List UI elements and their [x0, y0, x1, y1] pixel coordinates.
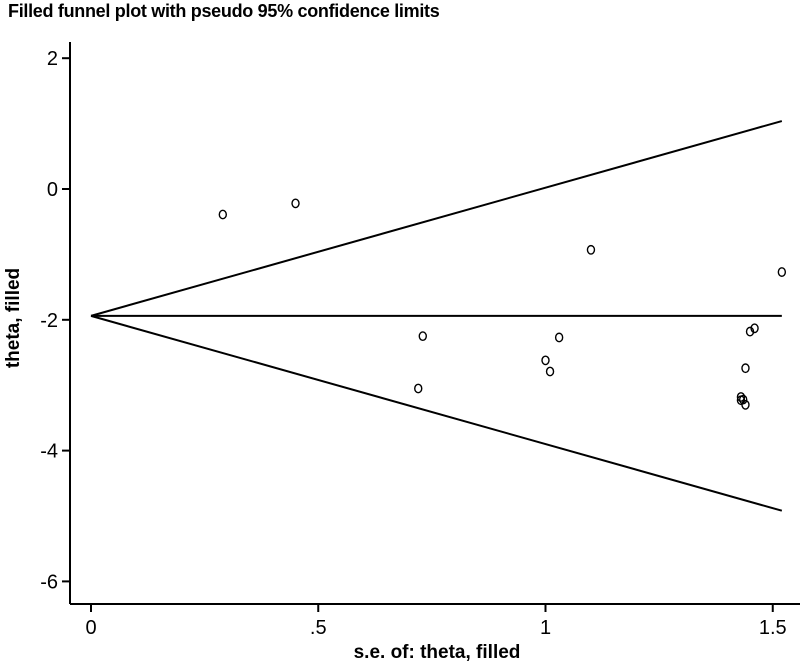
x-tick-label: 1	[540, 617, 551, 639]
x-tick-label: 0	[85, 617, 96, 639]
x-tick-label: .5	[310, 617, 327, 639]
data-point	[736, 392, 746, 402]
y-tick-label: 2	[47, 48, 58, 70]
data-point	[541, 355, 550, 366]
data-point	[291, 198, 300, 209]
x-axis-ticks: 0 .5 1 1.5	[85, 604, 787, 639]
y-tick-label: -2	[40, 310, 58, 332]
chart-title: Filled funnel plot with pseudo 95% confi…	[8, 1, 440, 21]
data-point	[218, 209, 228, 220]
data-point	[741, 363, 750, 374]
x-tick-label: 1.5	[759, 617, 787, 639]
lower-confidence-limit	[90, 314, 783, 512]
x-axis-title: s.e. of: theta, filled	[354, 642, 521, 663]
data-point	[545, 366, 555, 377]
funnel-confidence-lines	[90, 120, 783, 512]
data-point	[554, 332, 564, 343]
upper-confidence-limit	[90, 120, 783, 317]
y-axis-title: theta, filled	[3, 268, 24, 368]
data-point	[777, 267, 787, 277]
y-tick-label: -6	[40, 571, 58, 593]
data-point	[586, 244, 596, 255]
data-point	[745, 326, 755, 337]
y-tick-label: -4	[40, 441, 58, 463]
data-point	[750, 323, 759, 334]
data-points	[218, 198, 787, 410]
data-point	[739, 394, 748, 405]
data-point	[741, 399, 750, 410]
y-axis-ticks: 2 0 -2 -4 -6	[40, 48, 70, 593]
data-point	[418, 331, 427, 342]
y-tick-label: 0	[47, 179, 58, 201]
data-point	[414, 383, 423, 394]
